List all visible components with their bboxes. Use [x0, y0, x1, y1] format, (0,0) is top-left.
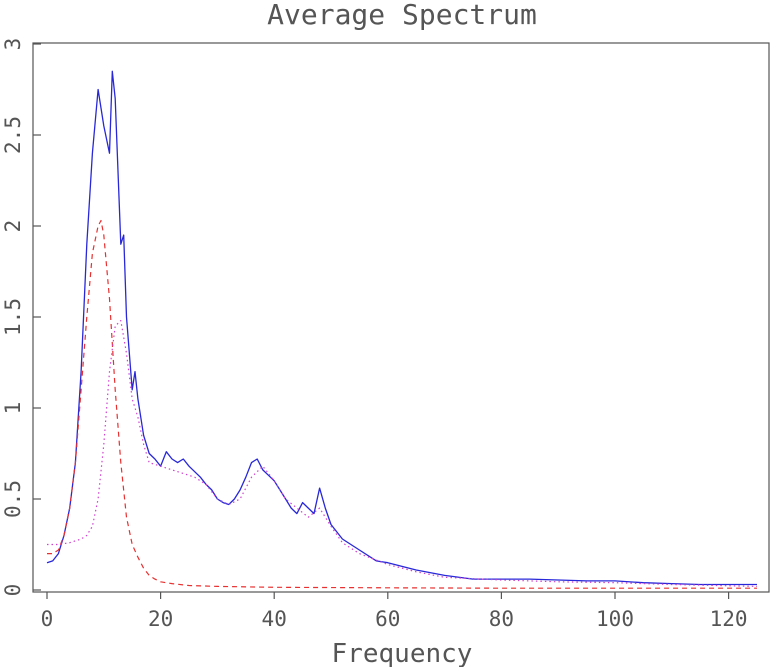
- x-tick-label: 0: [41, 607, 54, 631]
- series-line-2: [47, 219, 757, 589]
- x-tick-label: 60: [375, 607, 400, 631]
- y-tick-label: 0.5: [1, 480, 25, 518]
- series-layer: [46, 70, 758, 589]
- x-tick-label: 40: [262, 607, 287, 631]
- x-axis: 0 20 40 60 80 100 120: [41, 592, 748, 631]
- y-tick-label: 3: [1, 38, 25, 51]
- series-line-1: [46, 70, 757, 586]
- x-tick-label: 120: [710, 607, 748, 631]
- y-tick-label: 2.5: [1, 116, 25, 154]
- x-tick-label: 100: [596, 607, 634, 631]
- x-axis-label: Frequency: [332, 639, 473, 667]
- y-axis: 0 0.5 1 1.5 2 2.5 3: [1, 38, 41, 597]
- y-tick-label: 1.5: [1, 298, 25, 336]
- y-tick-label: 1: [1, 402, 25, 415]
- x-tick-label: 80: [489, 607, 514, 631]
- chart-title: Average Spectrum: [267, 0, 537, 31]
- plot-frame: [32, 42, 770, 593]
- y-tick-label: 2: [1, 220, 25, 233]
- y-tick-label: 0: [1, 584, 25, 597]
- series-line-3: [47, 320, 758, 587]
- x-tick-label: 20: [148, 607, 173, 631]
